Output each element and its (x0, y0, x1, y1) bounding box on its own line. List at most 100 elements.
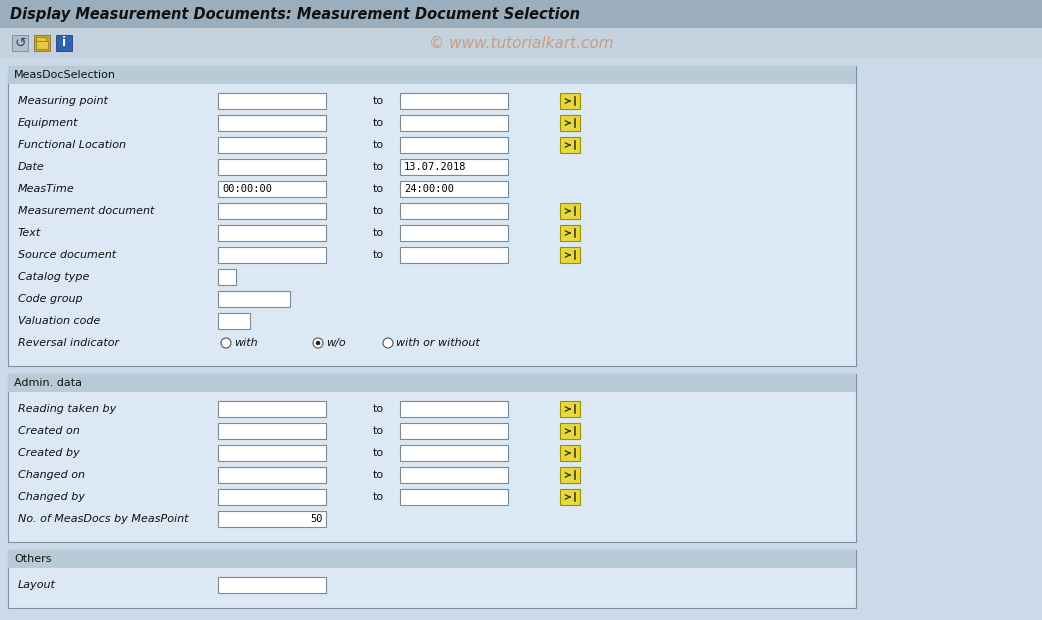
Bar (560, 467, 580, 483)
Text: Changed by: Changed by (18, 492, 85, 502)
Bar (400, 137, 508, 153)
Text: Created by: Created by (18, 448, 80, 458)
Text: Layout: Layout (18, 580, 56, 590)
Bar (400, 445, 508, 461)
Text: ↺: ↺ (15, 36, 26, 50)
Bar (8, 66, 855, 366)
Text: to: to (372, 448, 383, 458)
Text: Display Measurement Documents: Measurement Document Selection: Display Measurement Documents: Measureme… (10, 6, 580, 22)
Text: to: to (372, 228, 383, 238)
Text: to: to (372, 404, 383, 414)
Text: Created on: Created on (18, 426, 80, 436)
Bar (218, 511, 326, 527)
Text: to: to (372, 426, 383, 436)
Bar (560, 445, 580, 461)
Bar (8, 550, 855, 568)
Bar (400, 401, 508, 417)
Bar (400, 203, 508, 219)
Bar (560, 115, 580, 131)
Text: Date: Date (18, 162, 45, 172)
Text: Changed on: Changed on (18, 470, 85, 480)
Text: Others: Others (14, 554, 51, 564)
Text: 50: 50 (311, 514, 323, 524)
Text: 13.07.2018: 13.07.2018 (404, 162, 467, 172)
Bar (218, 203, 326, 219)
Bar (218, 159, 326, 175)
Text: Measuring point: Measuring point (18, 96, 108, 106)
Bar (218, 93, 326, 109)
Text: Valuation code: Valuation code (18, 316, 100, 326)
Bar (218, 577, 326, 593)
Text: to: to (372, 250, 383, 260)
Bar (400, 115, 508, 131)
Bar (56, 35, 72, 51)
Bar (218, 291, 290, 307)
Bar (560, 247, 580, 263)
Bar (218, 181, 326, 197)
Text: MeasTime: MeasTime (18, 184, 75, 194)
Bar (8, 550, 855, 608)
Text: to: to (372, 492, 383, 502)
Text: Catalog type: Catalog type (18, 272, 90, 282)
Bar (400, 247, 508, 263)
Text: Measurement document: Measurement document (18, 206, 154, 216)
Bar (36, 37, 46, 43)
Bar (560, 203, 580, 219)
Bar (218, 269, 235, 285)
Bar (400, 93, 508, 109)
Bar (400, 467, 508, 483)
Text: © www.tutorialkart.com: © www.tutorialkart.com (428, 35, 614, 50)
Bar (218, 445, 326, 461)
Bar (400, 489, 508, 505)
Text: w/o: w/o (326, 338, 346, 348)
Text: MeasDocSelection: MeasDocSelection (14, 70, 116, 80)
Text: Reading taken by: Reading taken by (18, 404, 117, 414)
Text: Reversal indicator: Reversal indicator (18, 338, 119, 348)
Bar (560, 401, 580, 417)
Bar (8, 66, 855, 84)
Bar (400, 159, 508, 175)
Bar (8, 374, 855, 542)
Bar (400, 181, 508, 197)
Text: Admin. data: Admin. data (14, 378, 82, 388)
Text: 24:00:00: 24:00:00 (404, 184, 454, 194)
Bar (34, 35, 50, 51)
Circle shape (316, 341, 320, 345)
Text: to: to (372, 118, 383, 128)
Bar (560, 489, 580, 505)
Bar (560, 225, 580, 241)
Circle shape (221, 338, 231, 348)
Circle shape (313, 338, 323, 348)
Bar (560, 423, 580, 439)
Bar (218, 225, 326, 241)
Bar (400, 225, 508, 241)
Text: with: with (234, 338, 257, 348)
Circle shape (383, 338, 393, 348)
Text: i: i (61, 37, 66, 50)
Text: Functional Location: Functional Location (18, 140, 126, 150)
Bar (218, 489, 326, 505)
Text: to: to (372, 162, 383, 172)
Bar (400, 423, 508, 439)
Bar (560, 93, 580, 109)
Bar (0, 0, 1042, 28)
Bar (218, 423, 326, 439)
Text: to: to (372, 96, 383, 106)
Bar (560, 137, 580, 153)
Bar (218, 247, 326, 263)
Bar (0, 28, 1042, 58)
Text: Equipment: Equipment (18, 118, 78, 128)
Text: Source document: Source document (18, 250, 116, 260)
Bar (218, 467, 326, 483)
Bar (8, 374, 855, 392)
Text: No. of MeasDocs by MeasPoint: No. of MeasDocs by MeasPoint (18, 514, 189, 524)
Bar (218, 401, 326, 417)
Bar (218, 313, 250, 329)
Bar (218, 115, 326, 131)
Text: Code group: Code group (18, 294, 82, 304)
Bar (36, 41, 48, 49)
Text: to: to (372, 140, 383, 150)
Text: to: to (372, 206, 383, 216)
Text: with or without: with or without (396, 338, 479, 348)
Text: to: to (372, 184, 383, 194)
